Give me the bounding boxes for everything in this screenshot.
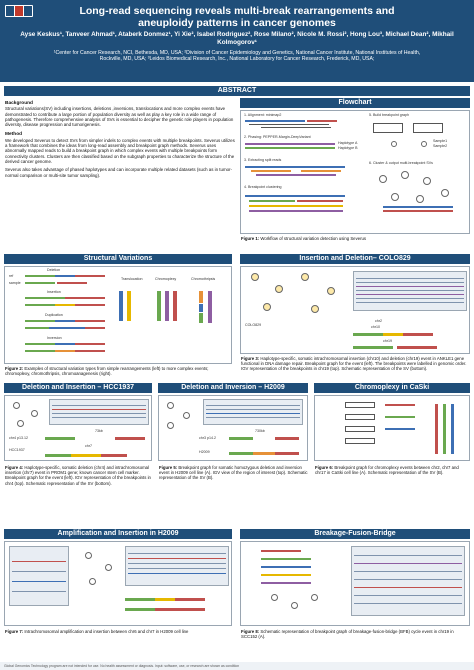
h2009-size-label: 730kb xyxy=(255,429,265,433)
amp-panel xyxy=(4,541,232,626)
sv-chromoplexy-label: Chromoplexy xyxy=(155,277,177,281)
poster-title: Long-read sequencing reveals multi-break… xyxy=(79,5,395,29)
method-text-2: Severus also takes advantage of phased h… xyxy=(5,167,232,178)
background-text: Structural variations(SV) including inse… xyxy=(5,106,234,128)
bfb-panel xyxy=(240,541,470,626)
colo-banner: Insertion and Deletion– COLO829 xyxy=(240,254,470,264)
sv-banner: Structural Variations xyxy=(4,254,232,264)
flow-step-2: 2. Phasing: PEPPER-Margin-DeepVariant xyxy=(244,135,311,139)
colo-igv-view xyxy=(353,271,467,311)
affiliations: ¹Center for Cancer Research, NCI, Bethes… xyxy=(53,50,421,63)
figure-7-caption: Figure 7: Intrachromosomal amplification… xyxy=(5,629,189,634)
hcc-banner: Deletion and Insertion – HCC1937 xyxy=(4,383,152,393)
figure-2-caption: Figure 2: Examples of structural variati… xyxy=(5,366,209,377)
figure-4-caption: Figure 4: Haplotype-specific, somatic de… xyxy=(5,465,151,486)
sv-insertion-label: Insertion xyxy=(47,290,61,294)
flow-sample-2: Sample2 xyxy=(433,144,448,148)
background-heading: Background xyxy=(5,101,33,106)
flow-step-6: 6. Cluster & output multi-breakpoint SVs xyxy=(369,161,433,165)
flowchart-banner: Flowchart xyxy=(240,98,470,108)
colo-sample-label: COLO829 xyxy=(245,323,262,327)
flow-step-5: 5. Build breakpoint graph xyxy=(369,113,409,117)
figure-3-caption: Figure 3: Haplotype-specific, somatic in… xyxy=(241,356,467,372)
amp-banner: Amplification and Insertion in H2009 xyxy=(4,529,232,539)
flow-sample-1: Sample1 xyxy=(433,139,448,143)
hcc-panel: 73kb chr4 p13.12 chr7 HCC1937 xyxy=(4,395,152,461)
flow-step-3: 3. Extracting split reads xyxy=(244,158,282,162)
bfb-igv-view xyxy=(351,546,465,616)
hcc-chr4-label: chr4 p13.12 xyxy=(9,436,28,440)
figure-5-caption: Figure 5: Breakpoint graph for somatic h… xyxy=(159,465,308,481)
colo-chr2-label: chr2 xyxy=(375,319,382,323)
colo-chr10-label: chr10 xyxy=(371,325,380,329)
h2009-chr3-label: chr3 p14.2 xyxy=(199,436,216,440)
abstract-banner: ABSTRACT xyxy=(4,86,470,96)
sv-deletion-label: Deletion xyxy=(47,268,61,272)
sv-panel: Deletion ref sample Insertion Duplicatio… xyxy=(4,266,232,364)
authors: Ayse Keskus¹, Tanveer Ahmad¹, Ataberk Do… xyxy=(20,31,454,46)
hcc-sample-label: HCC1937 xyxy=(9,448,25,452)
figure-6-caption: Figure 6: Breakpoint graph for chromople… xyxy=(315,465,459,476)
h2009-igv-view xyxy=(203,399,303,425)
sv-chromothripsis-label: Chromothripsis xyxy=(191,277,216,281)
abstract-text: Background Structural variations(SV) inc… xyxy=(5,100,237,178)
method-text: We developed Severus to detect SVs from … xyxy=(5,137,235,164)
flow-step-4: 4. Breakpoint clustering xyxy=(244,185,282,189)
sv-sample-label: sample xyxy=(9,281,21,285)
bfb-banner: Breakage-Fusion-Bridge xyxy=(240,529,470,539)
method-heading: Method xyxy=(5,132,23,138)
hcc-igv-view xyxy=(49,399,149,425)
amp-coverage-view xyxy=(9,546,69,606)
flow-hap-a: Haplotype A xyxy=(338,141,358,145)
flow-hap-b: Haplotype B xyxy=(338,146,358,150)
poster-header: Long-read sequencing reveals multi-break… xyxy=(0,0,474,82)
sv-translocation-label: Translocation xyxy=(121,277,143,281)
figure-8-caption: Figure 8: Schematic representation of br… xyxy=(241,629,454,640)
sv-ref-label: ref xyxy=(9,274,14,278)
flow-step-1: 1. Alignment: minimap2 xyxy=(244,113,282,117)
caski-panel xyxy=(314,395,470,461)
h2009-banner: Deletion and Inversion – H2009 xyxy=(158,383,308,393)
caski-banner: Chromoplexy in CaSki xyxy=(314,383,470,393)
nih-logo-icon xyxy=(5,5,33,17)
sv-duplication-label: Duplication xyxy=(45,313,63,317)
h2009-sample-label: H2009 xyxy=(199,450,210,454)
hcc-chr7-label: chr7 xyxy=(85,444,92,448)
sv-inversion-label: Inversion xyxy=(47,336,62,340)
footer-disclaimer: Global Genomics Technology program are n… xyxy=(0,662,474,670)
hcc-size-label: 73kb xyxy=(95,429,103,433)
flowchart-panel: 1. Alignment: minimap2 2. Phasing: PEPPE… xyxy=(240,110,470,234)
amp-igv-view xyxy=(125,546,229,586)
colo-panel: COLO829 chr2 chr10 chr19 xyxy=(240,266,470,354)
h2009-panel: 730kb chr3 p14.2 H2009 xyxy=(158,395,308,461)
colo-chr19-label: chr19 xyxy=(383,339,392,343)
figure-1-caption: Figure 1: Workflow of structural variati… xyxy=(241,236,367,241)
